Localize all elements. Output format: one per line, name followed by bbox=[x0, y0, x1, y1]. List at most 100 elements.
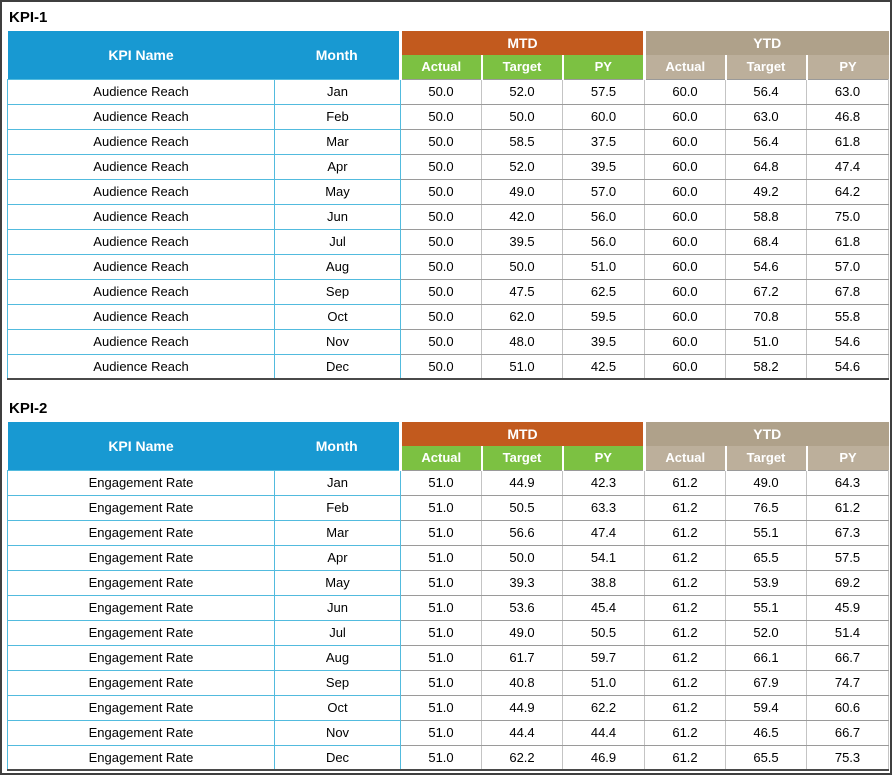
mtd-target-cell: 50.5 bbox=[481, 494, 563, 521]
table-row: Audience Reach Aug 50.0 50.0 51.0 60.0 54.6 57.… bbox=[7, 253, 890, 280]
mtd-actual-cell: 50.0 bbox=[400, 228, 482, 255]
table-row: Engagement Rate Oct 51.0 44.9 62.2 61.2 59.4 60… bbox=[7, 694, 890, 721]
ytd-py-cell: 54.6 bbox=[805, 328, 890, 355]
kpi-name-cell: Engagement Rate bbox=[7, 694, 275, 721]
ytd-target-cell: 59.4 bbox=[725, 694, 807, 721]
ytd-target-cell: 49.0 bbox=[725, 469, 807, 496]
ytd-actual-cell: 61.2 bbox=[644, 619, 726, 646]
mtd-actual-cell: 51.0 bbox=[400, 594, 482, 621]
mtd-actual-cell: 51.0 bbox=[400, 519, 482, 546]
ytd-actual-cell: 60.0 bbox=[644, 328, 726, 355]
mtd-target-cell: 50.0 bbox=[481, 103, 563, 130]
kpi-name-cell: Audience Reach bbox=[7, 253, 275, 280]
mtd-actual-cell: 51.0 bbox=[400, 669, 482, 696]
kpi-name-cell: Engagement Rate bbox=[7, 519, 275, 546]
month-cell: Feb bbox=[274, 494, 401, 521]
mtd-py-cell: 42.5 bbox=[562, 353, 645, 380]
ytd-py-header: PY bbox=[805, 55, 889, 79]
ytd-target-cell: 46.5 bbox=[725, 719, 807, 746]
month-cell: Jul bbox=[274, 228, 401, 255]
ytd-actual-cell: 61.2 bbox=[644, 669, 726, 696]
ytd-py-cell: 63.0 bbox=[805, 78, 890, 105]
mtd-py-cell: 62.5 bbox=[562, 278, 645, 305]
ytd-py-cell: 57.0 bbox=[805, 253, 890, 280]
month-cell: Jan bbox=[274, 469, 401, 496]
ytd-target-cell: 58.2 bbox=[725, 353, 807, 380]
month-cell: Dec bbox=[274, 744, 401, 771]
table-row: Audience Reach Mar 50.0 58.5 37.5 60.0 56.4 61.… bbox=[7, 128, 890, 155]
kpi-name-cell: Audience Reach bbox=[7, 203, 275, 230]
ytd-py-cell: 67.8 bbox=[805, 278, 890, 305]
mtd-py-cell: 56.0 bbox=[562, 203, 645, 230]
ytd-py-cell: 61.2 bbox=[805, 494, 890, 521]
ytd-actual-cell: 61.2 bbox=[644, 744, 726, 771]
mtd-actual-cell: 51.0 bbox=[400, 719, 482, 746]
month-cell: Feb bbox=[274, 103, 401, 130]
mtd-py-cell: 46.9 bbox=[562, 744, 645, 771]
ytd-actual-cell: 61.2 bbox=[644, 694, 726, 721]
ytd-py-cell: 55.8 bbox=[805, 303, 890, 330]
mtd-target-cell: 62.2 bbox=[481, 744, 563, 771]
mtd-actual-header: Actual bbox=[399, 55, 482, 79]
table-row: Engagement Rate Apr 51.0 50.0 54.1 61.2 65.5 57… bbox=[7, 544, 890, 571]
ytd-py-cell: 75.3 bbox=[805, 744, 890, 771]
ytd-actual-cell: 61.2 bbox=[644, 519, 726, 546]
mtd-actual-cell: 51.0 bbox=[400, 644, 482, 671]
mtd-py-header: PY bbox=[561, 55, 645, 79]
month-cell: Sep bbox=[274, 278, 401, 305]
ytd-actual-cell: 60.0 bbox=[644, 228, 726, 255]
mtd-target-cell: 51.0 bbox=[481, 353, 563, 380]
ytd-actual-cell: 61.2 bbox=[644, 469, 726, 496]
ytd-target-cell: 67.2 bbox=[725, 278, 807, 305]
month-cell: Jun bbox=[274, 203, 401, 230]
ytd-actual-cell: 60.0 bbox=[644, 153, 726, 180]
table-row: Engagement Rate Feb 51.0 50.5 63.3 61.2 76.5 61… bbox=[7, 494, 890, 521]
table-row: Engagement Rate Jul 51.0 49.0 50.5 61.2 52.0 51… bbox=[7, 619, 890, 646]
kpi-name-cell: Audience Reach bbox=[7, 228, 275, 255]
ytd-target-cell: 64.8 bbox=[725, 153, 807, 180]
month-cell: Mar bbox=[274, 128, 401, 155]
mtd-target-cell: 53.6 bbox=[481, 594, 563, 621]
table-row: Audience Reach May 50.0 49.0 57.0 60.0 49.2 64.… bbox=[7, 178, 890, 205]
ytd-target-cell: 53.9 bbox=[725, 569, 807, 596]
mtd-actual-cell: 50.0 bbox=[400, 153, 482, 180]
kpi-name-cell: Engagement Rate bbox=[7, 594, 275, 621]
kpi-2-section: KPI-2 KPI Name Month MTD YTD Actual Targ… bbox=[7, 400, 890, 771]
kpi-2-title: KPI-2 bbox=[9, 400, 48, 417]
ytd-target-cell: 58.8 bbox=[725, 203, 807, 230]
month-cell: Aug bbox=[274, 644, 401, 671]
ytd-target-cell: 65.5 bbox=[725, 744, 807, 771]
mtd-target-cell: 44.4 bbox=[481, 719, 563, 746]
month-cell: May bbox=[274, 569, 401, 596]
ytd-target-cell: 55.1 bbox=[725, 594, 807, 621]
mtd-target-cell: 44.9 bbox=[481, 694, 563, 721]
mtd-actual-cell: 50.0 bbox=[400, 303, 482, 330]
kpi-name-cell: Engagement Rate bbox=[7, 744, 275, 771]
ytd-actual-cell: 61.2 bbox=[644, 544, 726, 571]
mtd-py-cell: 45.4 bbox=[562, 594, 645, 621]
kpi-name-cell: Audience Reach bbox=[7, 103, 275, 130]
kpi-name-cell: Engagement Rate bbox=[7, 619, 275, 646]
mtd-py-cell: 60.0 bbox=[562, 103, 645, 130]
table-row: Audience Reach Apr 50.0 52.0 39.5 60.0 64.8 47.… bbox=[7, 153, 890, 180]
ytd-actual-cell: 61.2 bbox=[644, 594, 726, 621]
kpi-1-section: KPI-1 KPI Name Month MTD YTD Actual Targ… bbox=[7, 9, 890, 380]
kpi-name-cell: Engagement Rate bbox=[7, 494, 275, 521]
table-row: Audience Reach Nov 50.0 48.0 39.5 60.0 51.0 54.… bbox=[7, 328, 890, 355]
ytd-actual-cell: 61.2 bbox=[644, 719, 726, 746]
ytd-actual-cell: 60.0 bbox=[644, 128, 726, 155]
table-row: Engagement Rate May 51.0 39.3 38.8 61.2 53.9 69… bbox=[7, 569, 890, 596]
ytd-actual-cell: 60.0 bbox=[644, 303, 726, 330]
mtd-target-cell: 50.0 bbox=[481, 253, 563, 280]
mtd-target-cell: 47.5 bbox=[481, 278, 563, 305]
ytd-target-cell: 56.4 bbox=[725, 78, 807, 105]
mtd-target-cell: 40.8 bbox=[481, 669, 563, 696]
mtd-py-cell: 63.3 bbox=[562, 494, 645, 521]
month-cell: Sep bbox=[274, 669, 401, 696]
month-cell: Dec bbox=[274, 353, 401, 380]
ytd-target-cell: 67.9 bbox=[725, 669, 807, 696]
ytd-actual-cell: 61.2 bbox=[644, 569, 726, 596]
mtd-actual-cell: 51.0 bbox=[400, 469, 482, 496]
ytd-py-cell: 61.8 bbox=[805, 228, 890, 255]
